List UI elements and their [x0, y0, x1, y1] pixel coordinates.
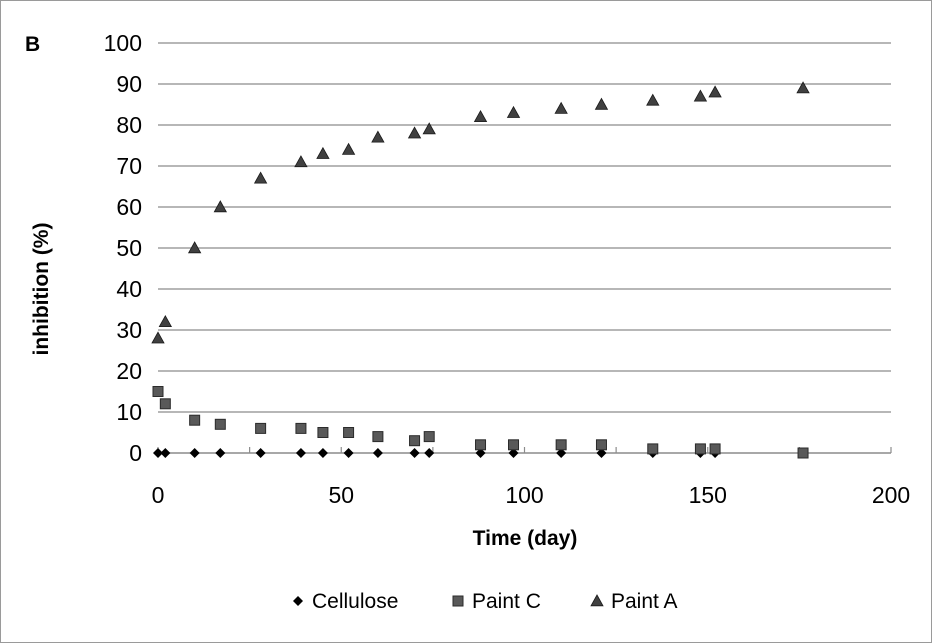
data-point — [372, 431, 384, 443]
y-tick-label: 60 — [116, 194, 142, 220]
data-point — [189, 448, 200, 458]
data-point — [153, 448, 163, 458]
y-tick-label: 0 — [129, 440, 142, 466]
data-point — [506, 105, 521, 118]
data-point — [152, 386, 164, 397]
data-point — [709, 443, 721, 455]
y-tick-label: 20 — [116, 358, 142, 384]
data-point — [295, 448, 306, 458]
legend-label: Cellulose — [312, 590, 398, 613]
data-point — [409, 448, 420, 458]
x-tick-label: 50 — [328, 482, 354, 508]
x-tick-labels: 0 50 100 150 200 — [152, 482, 911, 508]
data-series — [151, 81, 810, 459]
data-point — [255, 422, 267, 434]
y-tick-label: 70 — [116, 153, 142, 179]
y-tick-label: 50 — [116, 235, 142, 261]
legend-label: Paint A — [611, 590, 678, 613]
y-axis-title: inhibition (%) — [30, 223, 53, 356]
data-point — [508, 448, 519, 458]
data-point — [647, 443, 659, 455]
gridlines — [158, 42, 891, 413]
series-paint-c — [152, 386, 809, 459]
data-point — [708, 85, 722, 98]
y-tick-label: 90 — [116, 71, 142, 97]
data-point — [407, 126, 422, 139]
data-point — [555, 439, 567, 451]
y-tick-labels: 0 10 20 30 40 50 60 70 80 90 100 — [104, 30, 142, 466]
data-point — [424, 448, 435, 458]
data-point — [151, 331, 165, 344]
data-point — [475, 448, 486, 458]
legend-marker-diamond — [293, 596, 303, 606]
data-point — [294, 155, 308, 168]
legend: Cellulose Paint C Paint A — [293, 590, 678, 613]
x-tick-label: 100 — [505, 482, 543, 508]
data-point — [508, 439, 520, 451]
data-point — [343, 448, 354, 458]
data-point — [797, 447, 809, 459]
data-point — [595, 439, 607, 451]
data-point — [475, 439, 487, 451]
y-tick-label: 30 — [116, 317, 142, 343]
data-point — [343, 427, 355, 438]
y-tick-label: 100 — [104, 30, 142, 56]
panel-label: B — [25, 33, 40, 56]
data-point — [214, 418, 226, 430]
data-point — [215, 448, 226, 458]
data-point — [796, 81, 810, 94]
data-point — [422, 122, 436, 135]
data-point — [371, 130, 385, 143]
data-point — [158, 314, 173, 328]
data-point — [187, 241, 202, 254]
data-point — [253, 171, 268, 184]
data-point — [295, 422, 307, 434]
data-point — [694, 443, 706, 455]
x-tick-label: 150 — [689, 482, 727, 508]
data-point — [646, 93, 660, 106]
data-point — [473, 109, 488, 122]
y-tick-label: 80 — [116, 112, 142, 138]
y-tick-label: 40 — [116, 276, 142, 302]
legend-label: Paint C — [472, 590, 541, 613]
data-point — [255, 448, 266, 458]
data-point — [160, 448, 171, 458]
data-point — [556, 448, 567, 458]
data-point — [423, 431, 435, 443]
data-point — [372, 448, 383, 458]
series-paint-a — [151, 81, 810, 344]
data-point — [317, 427, 329, 438]
legend-marker-square — [452, 595, 464, 607]
data-point — [594, 97, 609, 110]
y-tick-label: 10 — [116, 399, 142, 425]
data-point — [317, 448, 328, 458]
x-tick-label: 0 — [152, 482, 165, 508]
data-point — [341, 142, 356, 155]
data-point — [596, 448, 607, 458]
data-point — [316, 146, 330, 159]
data-point — [409, 435, 421, 447]
x-axis-title: Time (day) — [473, 527, 578, 550]
legend-marker-triangle — [590, 594, 604, 607]
data-point — [159, 398, 171, 410]
data-point — [213, 200, 227, 213]
data-point — [189, 414, 201, 426]
data-point — [693, 89, 708, 102]
x-tick-label: 200 — [872, 482, 910, 508]
axes — [157, 447, 892, 454]
data-point — [554, 101, 568, 114]
